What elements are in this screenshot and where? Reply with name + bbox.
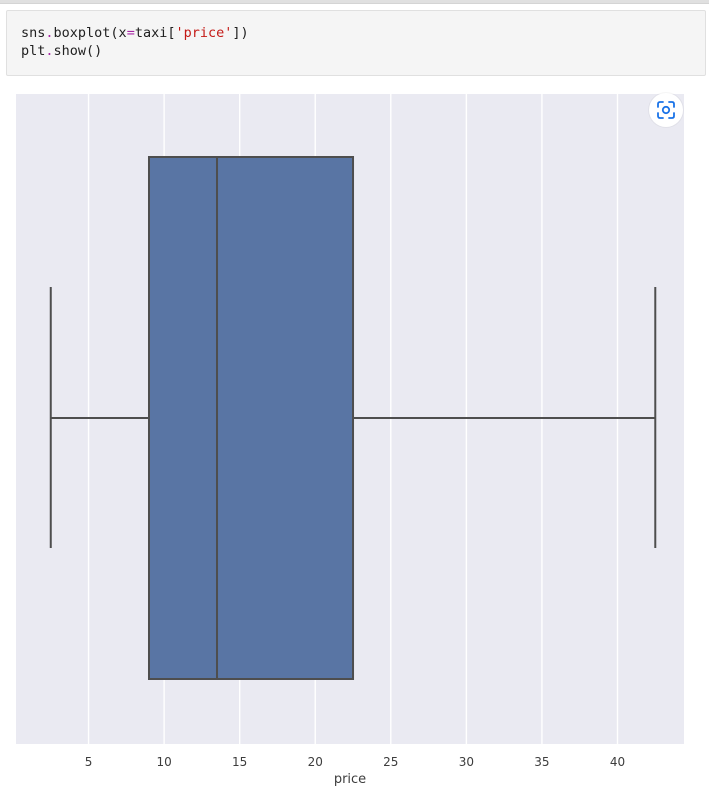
focus-expand-icon (657, 101, 675, 119)
x-tick-label: 20 (308, 755, 323, 769)
x-tick-label: 15 (232, 755, 247, 769)
iqr-box (147, 156, 355, 680)
code-token-string: 'price' (175, 25, 233, 41)
x-tick-label: 5 (85, 755, 93, 769)
code-token: show() (53, 43, 103, 59)
code-token: sns (21, 25, 46, 41)
code-token: ]) (232, 25, 249, 41)
code-line-2: plt.show() (21, 42, 102, 60)
x-tick-label: 40 (610, 755, 625, 769)
code-cell[interactable]: sns.boxplot(x=taxi['price']) plt.show() (6, 10, 706, 76)
code-line-1: sns.boxplot(x=taxi['price']) (21, 24, 249, 42)
x-tick-label: 35 (534, 755, 549, 769)
code-token: plt (21, 43, 46, 59)
code-token-operator: . (45, 43, 54, 59)
code-token: taxi[ (134, 25, 176, 41)
code-token-operator: . (45, 25, 54, 41)
expand-output-button[interactable] (649, 93, 683, 127)
code-token: boxplot(x (53, 25, 127, 41)
x-tick-label: 30 (459, 755, 474, 769)
x-tick-label: 10 (156, 755, 171, 769)
x-tick-label: 25 (383, 755, 398, 769)
code-token-operator: = (126, 25, 135, 41)
cell-top-border (0, 0, 709, 4)
boxplot-chart: 5 10 15 20 25 30 35 40 price (16, 94, 684, 787)
x-axis-label: price (334, 772, 366, 787)
cell-output: 5 10 15 20 25 30 35 40 price (0, 80, 709, 798)
